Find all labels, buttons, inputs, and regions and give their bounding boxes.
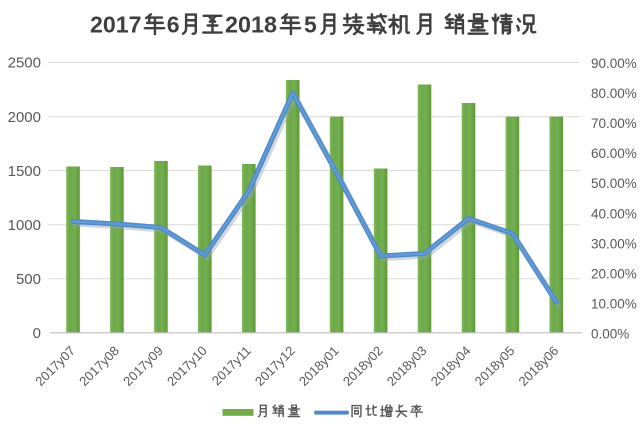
svg-text:1500: 1500 [8,163,41,180]
svg-text:20.00%: 20.00% [591,266,637,281]
svg-text:500: 500 [16,271,41,288]
svg-text:2000: 2000 [8,109,41,126]
svg-text:5: 5 [304,12,317,38]
svg-text:10.00%: 10.00% [591,296,637,311]
svg-text:0.00%: 0.00% [591,326,629,341]
svg-text:50.00%: 50.00% [591,176,637,191]
svg-text:2017: 2017 [90,12,142,38]
svg-text:6: 6 [167,12,180,38]
svg-text:0: 0 [33,325,41,342]
svg-text:80.00%: 80.00% [591,86,637,101]
svg-text:90.00%: 90.00% [591,56,637,71]
svg-text:40.00%: 40.00% [591,206,637,221]
svg-text:2018: 2018 [225,12,277,38]
svg-text:60.00%: 60.00% [591,146,637,161]
svg-text:30.00%: 30.00% [591,236,637,251]
svg-text:2500: 2500 [8,55,41,72]
svg-text:70.00%: 70.00% [591,116,637,131]
svg-text:1000: 1000 [8,217,41,234]
